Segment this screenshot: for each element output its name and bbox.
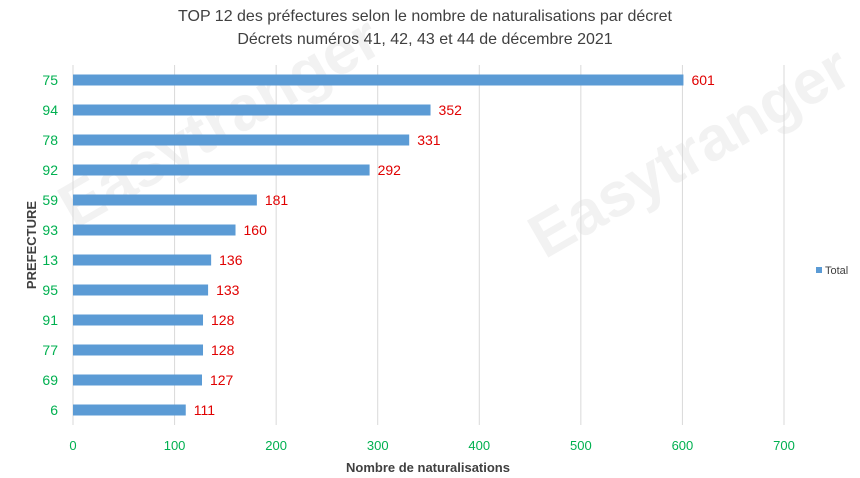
- legend-swatch-total: [816, 267, 822, 273]
- x-tick-label: 0: [69, 438, 76, 453]
- legend-label-total: Total: [825, 265, 848, 277]
- category-labels: 75 94 78 92 59 93 13 95 91 77 69 6: [42, 72, 58, 418]
- bar: [73, 284, 209, 296]
- bar: [73, 164, 370, 176]
- data-label: 292: [378, 162, 402, 178]
- bar: [73, 134, 410, 146]
- data-label: 160: [244, 222, 268, 238]
- x-tick-label: 400: [468, 438, 490, 453]
- category-label: 75: [42, 72, 58, 88]
- data-label: 136: [219, 252, 243, 268]
- bar: [73, 344, 204, 356]
- data-label: 181: [265, 192, 289, 208]
- category-label: 77: [42, 342, 58, 358]
- legend: Total: [816, 265, 848, 277]
- category-label: 92: [42, 162, 58, 178]
- data-label: 331: [417, 132, 441, 148]
- chart-subtitle: Décrets numéros 41, 42, 43 et 44 de déce…: [237, 31, 612, 48]
- category-label: 6: [50, 402, 58, 418]
- bar: [73, 104, 431, 116]
- x-axis-title: Nombre de naturalisations: [346, 460, 510, 475]
- category-label: 78: [42, 132, 58, 148]
- data-label: 127: [210, 372, 234, 388]
- gridlines: [72, 65, 785, 425]
- data-label: 128: [211, 312, 235, 328]
- bar: [73, 254, 212, 266]
- x-tick-labels: 0 100 200 300 400 500 600 700: [69, 438, 794, 453]
- bar: [73, 404, 186, 416]
- watermark-text: Easytranger: [517, 33, 860, 272]
- category-label: 13: [42, 252, 58, 268]
- category-label: 95: [42, 282, 58, 298]
- bars-group: [73, 74, 684, 416]
- x-tick-label: 200: [265, 438, 287, 453]
- category-label: 59: [42, 192, 58, 208]
- category-label: 94: [42, 102, 58, 118]
- x-tick-label: 300: [367, 438, 389, 453]
- data-label: 601: [691, 72, 715, 88]
- category-label: 93: [42, 222, 58, 238]
- category-label: 69: [42, 372, 58, 388]
- x-tick-label: 600: [672, 438, 694, 453]
- chart-title: TOP 12 des préfectures selon le nombre d…: [178, 8, 672, 25]
- x-tick-label: 500: [570, 438, 592, 453]
- x-tick-label: 700: [773, 438, 795, 453]
- y-axis-title: PREFECTURE: [24, 201, 39, 289]
- bar: [73, 224, 236, 236]
- bar: [73, 374, 202, 386]
- x-tick-label: 100: [164, 438, 186, 453]
- bar: [73, 314, 204, 326]
- category-label: 91: [42, 312, 58, 328]
- data-label: 133: [216, 282, 240, 298]
- bar: [73, 194, 257, 206]
- data-label: 128: [211, 342, 235, 358]
- bar: [73, 74, 684, 86]
- data-label: 352: [439, 102, 463, 118]
- data-label: 111: [194, 402, 215, 418]
